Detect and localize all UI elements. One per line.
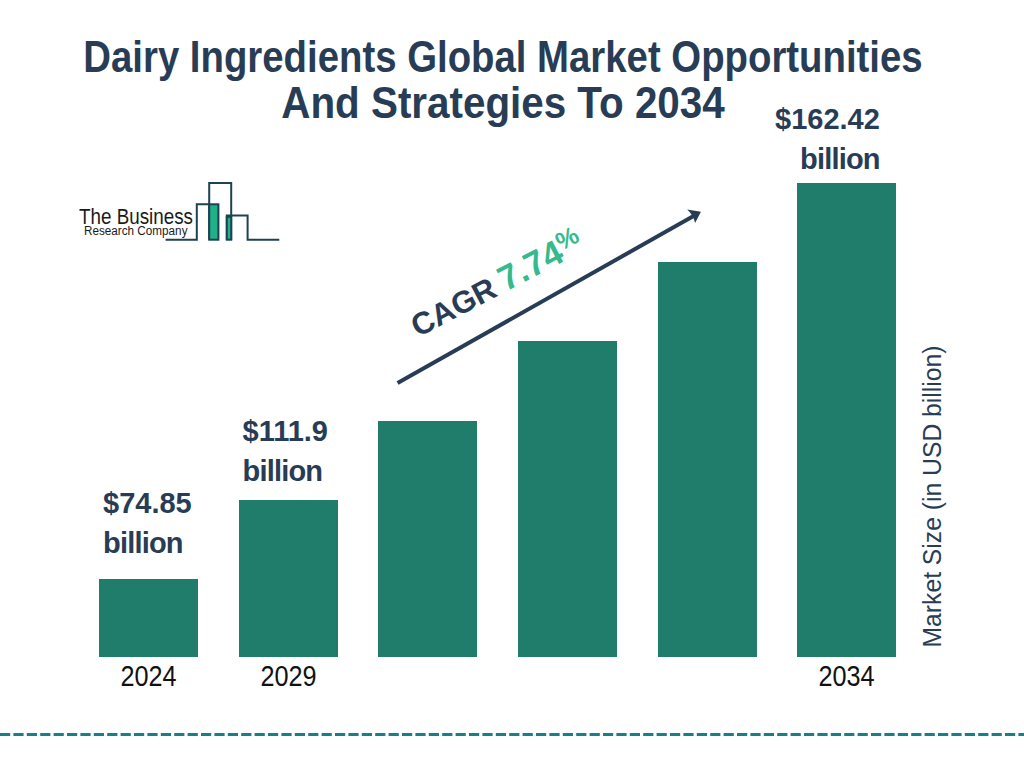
svg-text:CAGR 7.74%: CAGR 7.74% bbox=[403, 220, 590, 343]
